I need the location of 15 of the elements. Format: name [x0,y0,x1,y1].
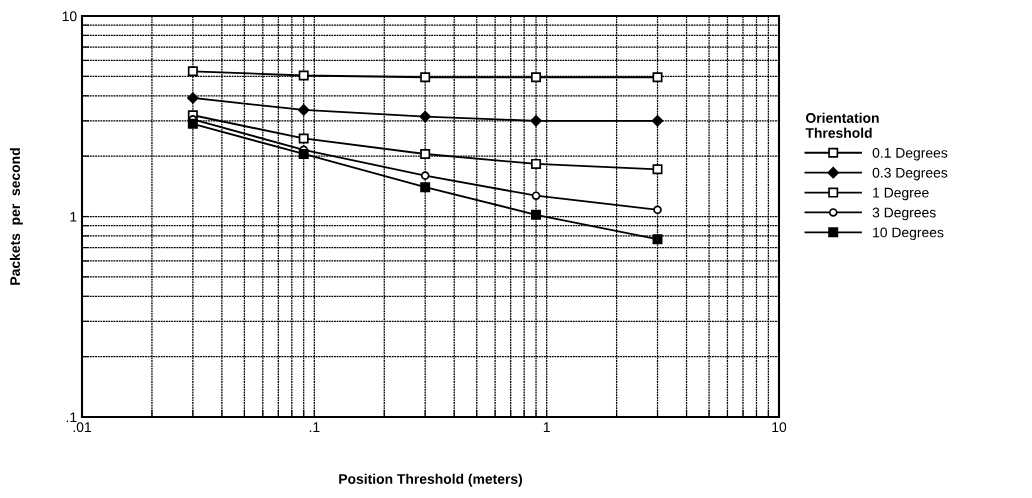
legend-label: 0.1 Degrees [872,147,948,161]
x-tick-label: .1 [309,422,320,432]
y-tick-label: .1 [66,412,77,423]
legend-label: 10 Degrees [873,227,944,241]
x-tick-label: .01 [73,422,91,433]
y-tick-label: 1 [70,211,77,222]
legend-label: 1 Degree [873,187,929,201]
y-tick-label: 10 [62,11,77,22]
legend-title: Orientation Threshold [805,112,879,138]
x-axis-title: Position Threshold (meters) [339,473,523,487]
x-tick-label: 10 [772,422,787,433]
legend-label: 3 Degrees [872,207,936,221]
legend-label: 0.3 Degrees [872,167,948,181]
y-axis-title: Packets per second [9,148,23,285]
x-tick-label: 1 [543,422,550,432]
